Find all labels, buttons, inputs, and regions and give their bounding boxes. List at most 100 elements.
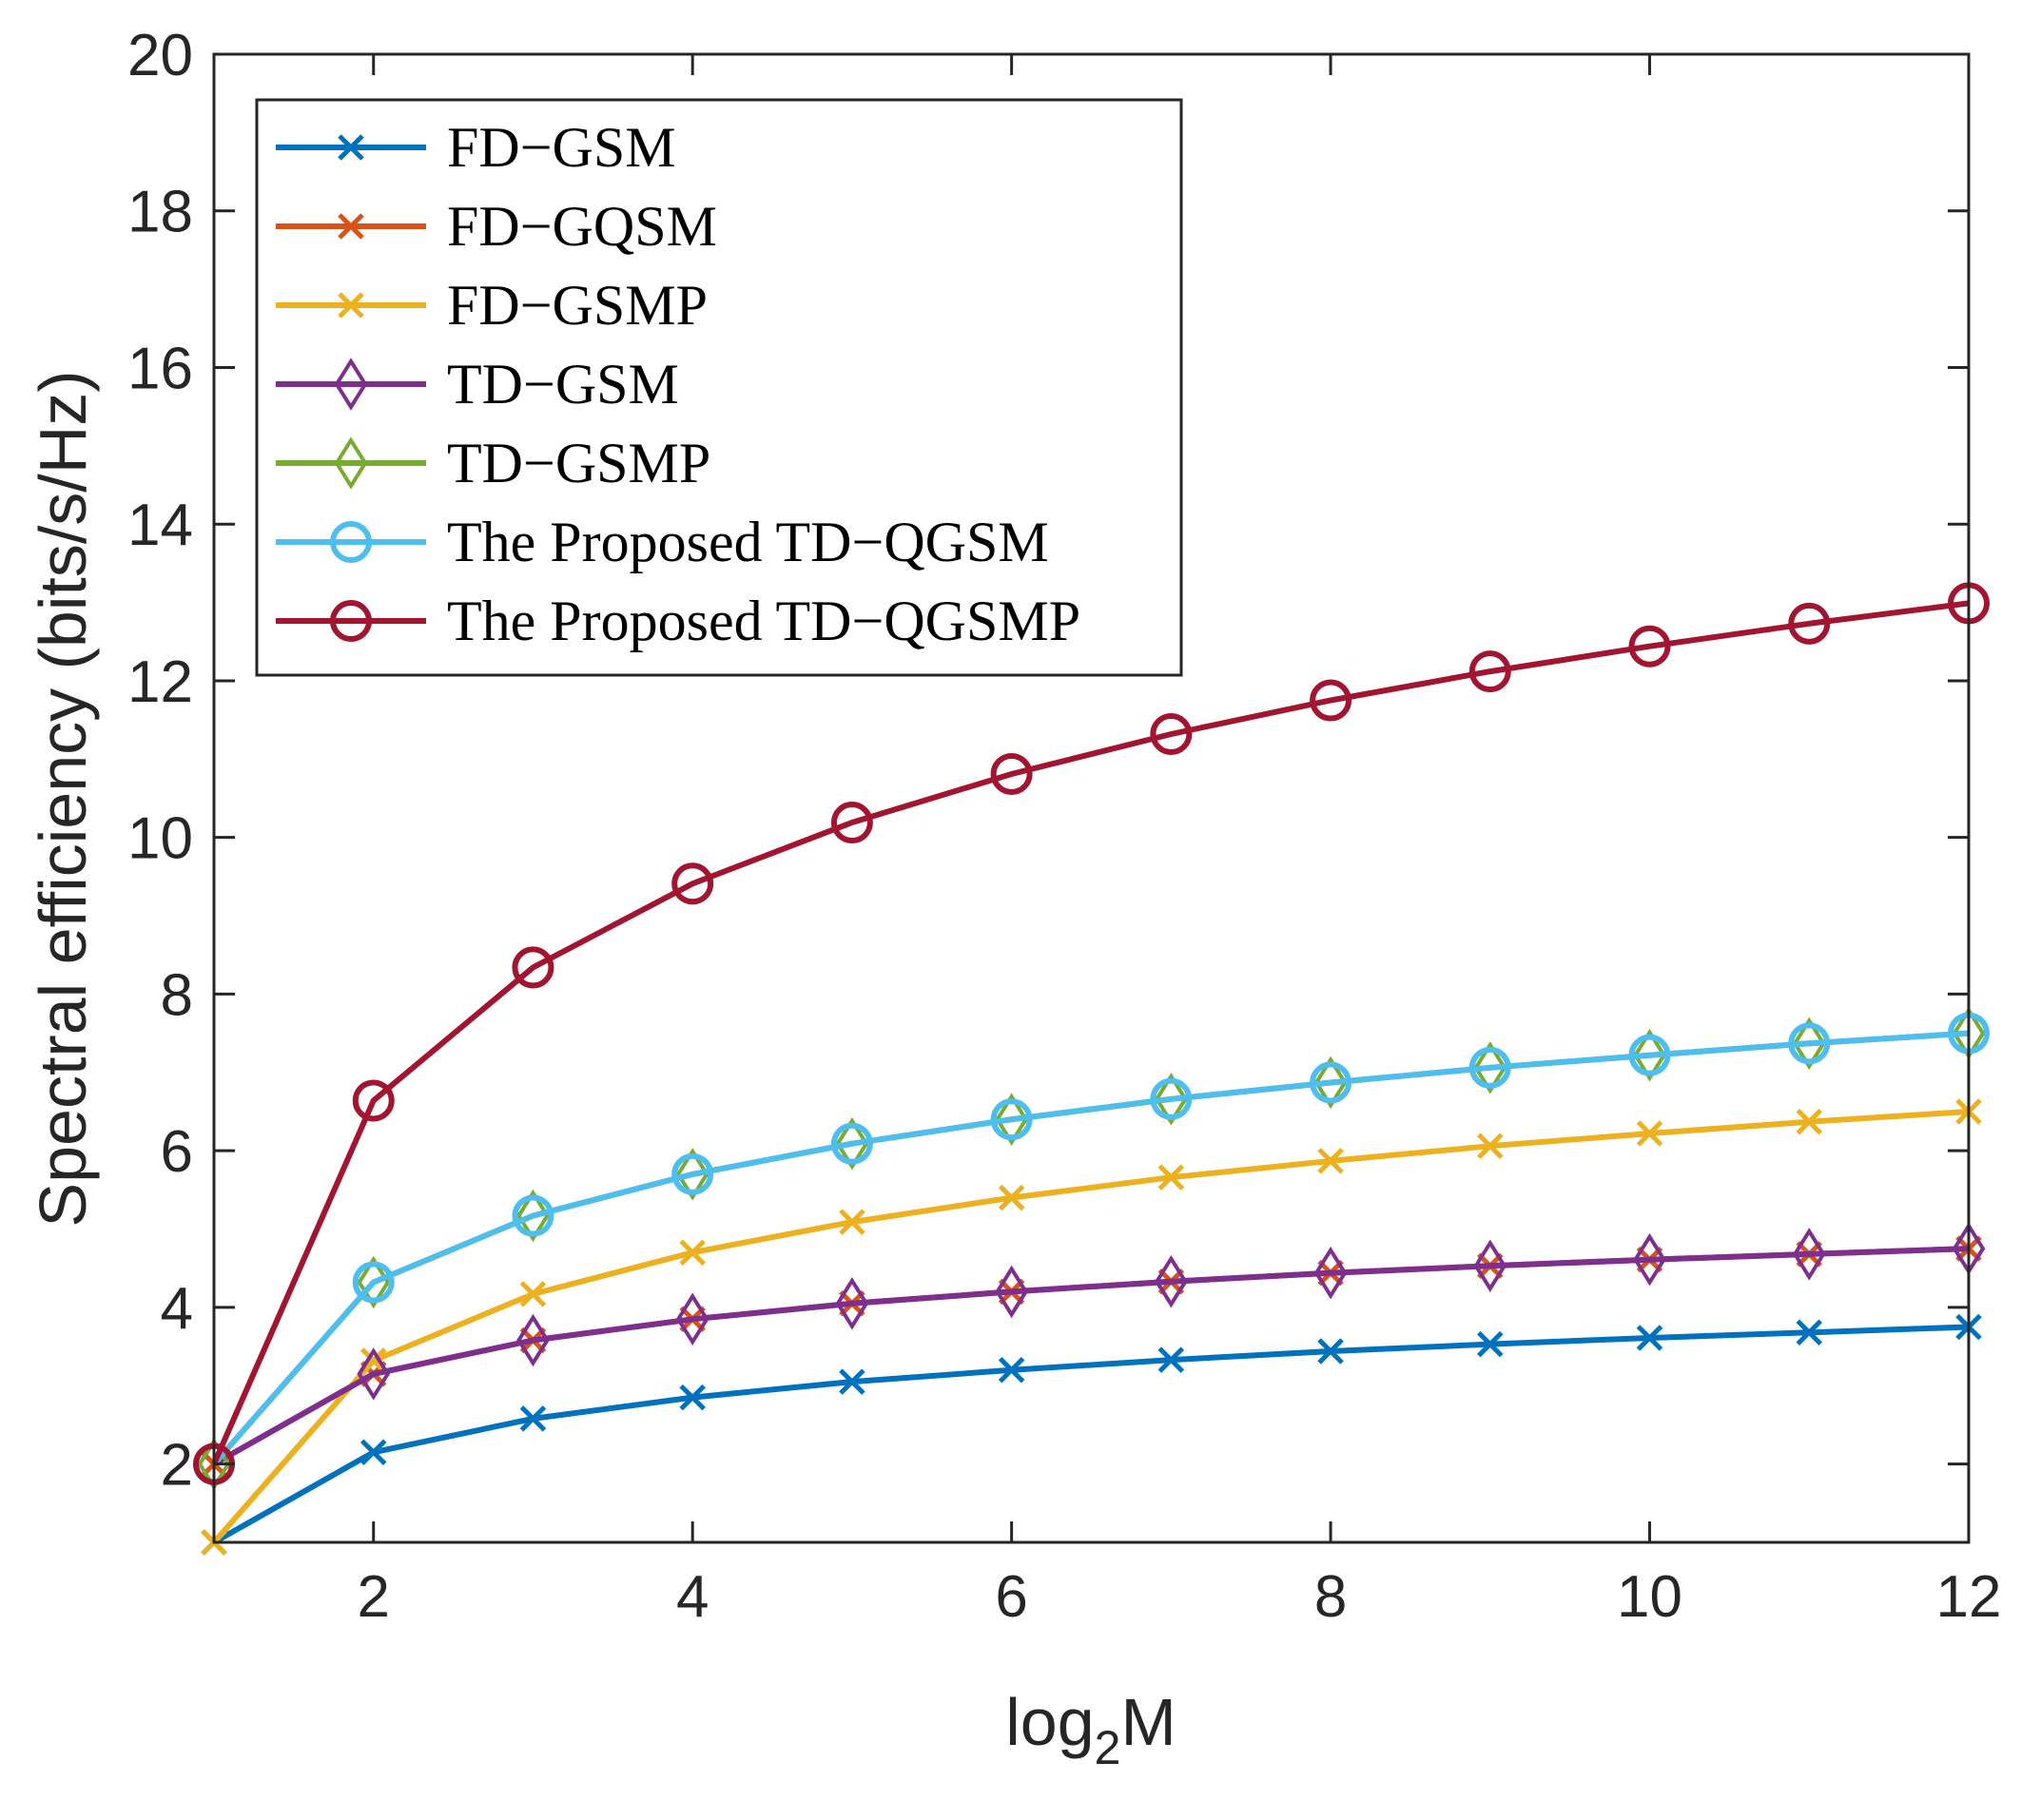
data-point-the-proposed-td-qgsmp	[1150, 712, 1193, 755]
data-point-td-gsm	[835, 1277, 869, 1330]
data-point-fd-gsmp	[1636, 1120, 1663, 1147]
data-point-fd-gsm	[360, 1439, 387, 1466]
x-tick-label: 2	[357, 1564, 389, 1630]
data-point-the-proposed-td-qgsmp	[1788, 602, 1831, 645]
data-point-the-proposed-td-qgsmp	[990, 752, 1033, 795]
legend-label: FD−GSMP	[447, 274, 708, 337]
legend-marker	[334, 436, 368, 490]
y-tick-label: 16	[127, 336, 193, 401]
legend-label: The Proposed TD−QGSMP	[447, 590, 1080, 652]
data-point-the-proposed-td-qgsmp	[352, 1079, 395, 1122]
data-point-td-gsm	[1313, 1246, 1348, 1300]
series-line-td-gsmp	[211, 1030, 1970, 1466]
x-axis-label-tail: M	[1120, 1685, 1176, 1759]
data-point-the-proposed-td-qgsm	[352, 1261, 395, 1304]
data-point-the-proposed-td-qgsmp	[830, 802, 873, 844]
series-td-gsmp	[197, 1006, 1986, 1491]
legend-box	[255, 98, 1183, 677]
series-line-fd-gsmp	[211, 1109, 1970, 1544]
x-axis-label: log2M	[1005, 1685, 1176, 1774]
data-point-td-gsm	[1473, 1239, 1507, 1293]
series-line-fd-gsm	[212, 1324, 1970, 1545]
data-point-td-gsm	[516, 1313, 550, 1367]
data-point-fd-gsm	[679, 1384, 706, 1411]
legend-item-fd-gsmp: FD−GSMP	[276, 274, 708, 337]
data-point-the-proposed-td-qgsm	[1468, 1046, 1511, 1089]
x-axis-label-main: log	[1005, 1685, 1094, 1759]
legend-item-fd-gqsm: FD−GQSM	[276, 195, 717, 258]
data-point-td-gsmp	[995, 1093, 1028, 1146]
data-point-the-proposed-td-qgsmp	[1468, 650, 1511, 693]
data-point-fd-gsmp	[998, 1184, 1025, 1211]
series-line-td-gsm	[212, 1246, 1970, 1467]
data-point-the-proposed-td-qgsmp	[1310, 679, 1352, 722]
legend-label: TD−GSMP	[447, 432, 710, 494]
legend-marker	[338, 134, 364, 161]
plot-frame	[212, 52, 1971, 1544]
data-point-td-gsmp	[1473, 1041, 1507, 1094]
y-tick-label: 10	[127, 806, 193, 872]
series-the-proposed-td-qgsmp	[193, 582, 1990, 1485]
legend-marker	[330, 521, 372, 563]
legend-label: TD−GSM	[447, 353, 679, 416]
data-point-fd-gsmp	[839, 1209, 865, 1235]
data-point-td-gsmp	[516, 1189, 550, 1243]
data-point-td-gsm	[675, 1292, 709, 1346]
y-tick-label: 8	[161, 962, 193, 1028]
data-point-the-proposed-td-qgsmp	[1628, 625, 1671, 668]
legend-item-fd-gsm: FD−GSM	[276, 116, 676, 179]
legend-item-the-proposed-td-qgsmp: The Proposed TD−QGSMP	[276, 590, 1080, 652]
x-tick-label: 6	[995, 1564, 1027, 1630]
data-point-fd-gsm	[519, 1405, 547, 1432]
data-point-the-proposed-td-qgsm	[512, 1194, 554, 1237]
x-tick-label: 10	[1617, 1564, 1682, 1630]
legend: FD−GSM FD−GQSM FD−GSMP TD−GSM TD−GSMP The Pro…	[255, 98, 1183, 677]
data-point-fd-gsm	[1317, 1338, 1344, 1365]
data-point-td-gsm	[1792, 1228, 1826, 1281]
data-point-fd-gsm	[1477, 1330, 1504, 1358]
data-point-td-gsm	[1155, 1254, 1188, 1308]
series-td-gsm	[197, 1222, 1986, 1491]
data-point-fd-gsmp	[360, 1347, 387, 1374]
data-point-the-proposed-td-qgsmp	[512, 946, 554, 989]
axis-ticks: 2 4 6 8 10 12 2 4 6 8 10 12 14 16 18 20	[127, 23, 2001, 1630]
data-point-td-gsm	[357, 1347, 391, 1401]
data-point-td-gsmp	[357, 1255, 391, 1309]
data-point-fd-gsmp	[679, 1239, 706, 1267]
data-point-fd-gsm	[839, 1368, 865, 1395]
data-point-the-proposed-td-qgsm	[830, 1122, 873, 1165]
data-point-the-proposed-td-qgsm	[1310, 1061, 1352, 1104]
data-point-td-gsmp	[1313, 1055, 1348, 1110]
y-tick-label: 2	[161, 1433, 193, 1499]
y-tick-label: 18	[127, 180, 193, 245]
data-point-the-proposed-td-qgsm	[1628, 1034, 1671, 1076]
series-line-the-proposed-td-qgsmp	[211, 600, 1970, 1465]
series-the-proposed-td-qgsm	[193, 1012, 1990, 1485]
data-point-td-gsmp	[1792, 1016, 1826, 1071]
legend-marker	[338, 213, 364, 240]
data-point-the-proposed-td-qgsm	[1788, 1022, 1831, 1065]
series-line-the-proposed-td-qgsm	[211, 1030, 1970, 1466]
legend-marker	[338, 292, 364, 319]
x-tick-label: 12	[1936, 1564, 2002, 1630]
data-point-td-gsm	[1633, 1232, 1666, 1287]
series-layer	[193, 582, 1990, 1556]
legend-item-td-gsm: TD−GSM	[276, 353, 679, 416]
legend-label: FD−GSM	[447, 116, 676, 179]
legend-item-the-proposed-td-qgsm: The Proposed TD−QGSM	[276, 511, 1049, 573]
data-point-fd-gsmp	[1796, 1108, 1823, 1135]
data-point-the-proposed-td-qgsm	[990, 1098, 1033, 1141]
y-tick-label: 14	[127, 493, 193, 558]
data-point-fd-gsm	[998, 1357, 1025, 1384]
legend-marker	[334, 358, 368, 411]
data-point-fd-gsmp	[1157, 1164, 1185, 1191]
series-fd-gsmp	[201, 1098, 1982, 1556]
y-axis-label: Spectral efficiency (bits/s/Hz)	[26, 370, 100, 1227]
x-axis-label-subscript: 2	[1095, 1721, 1121, 1774]
data-point-td-gsmp	[1155, 1073, 1188, 1126]
data-point-the-proposed-td-qgsm	[671, 1152, 714, 1195]
data-point-td-gsmp	[835, 1116, 869, 1171]
y-tick-label: 4	[161, 1276, 193, 1342]
data-point-fd-gsm	[1636, 1325, 1663, 1351]
